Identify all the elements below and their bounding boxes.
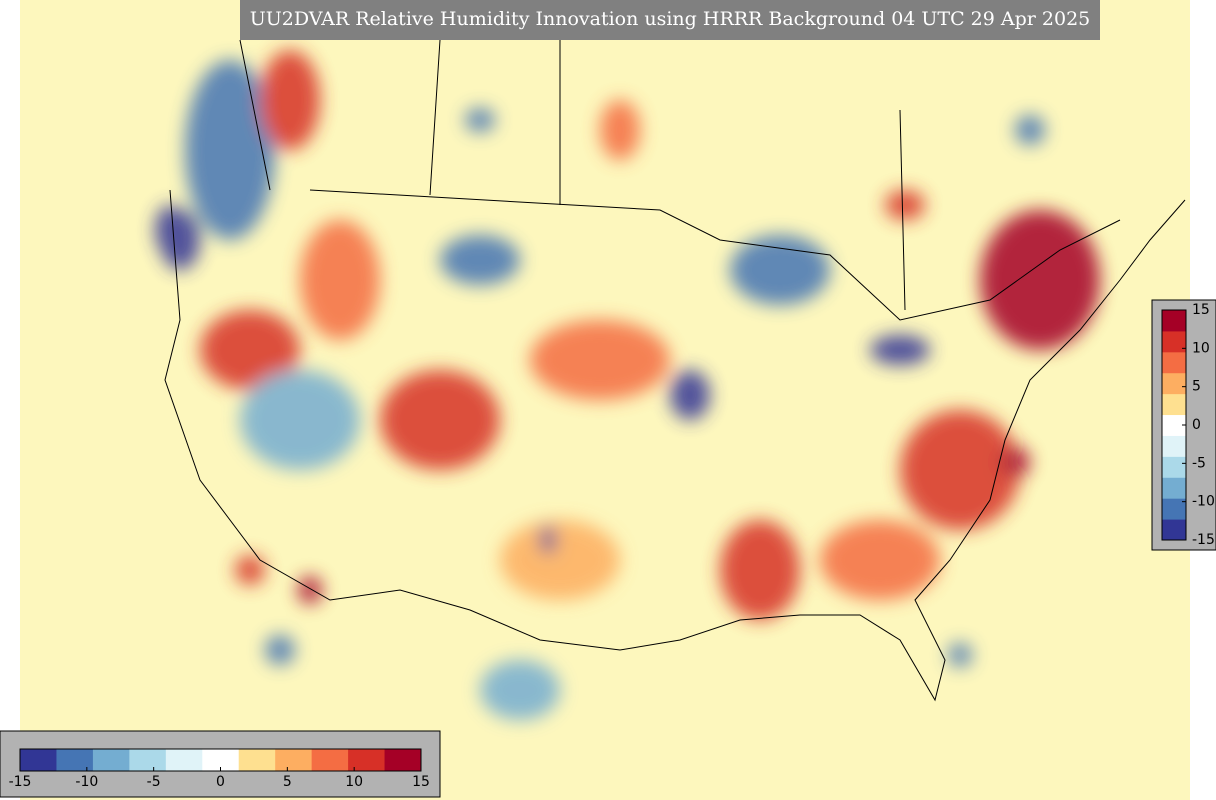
colorbar-band [1162, 477, 1186, 499]
tick-label: 0 [216, 774, 225, 790]
tick-label: -10 [75, 774, 98, 790]
colorbar-band [92, 749, 130, 771]
tick-label: 10 [345, 774, 363, 790]
colorbar-band [165, 749, 203, 771]
colorbar-band [202, 749, 240, 771]
colorbar-band [311, 749, 349, 771]
tick-label: 15 [412, 774, 430, 790]
colorbar-band [1162, 351, 1186, 374]
colorbar-band [20, 749, 57, 771]
map [20, 0, 1190, 800]
colorbar-band [348, 749, 386, 771]
boundaries [164, 39, 1186, 702]
colorbar-band [1162, 310, 1186, 332]
tick-label: 5 [1192, 379, 1201, 395]
colorbar-vertical: 15 10 5 0 -5 -10 -15 [1161, 302, 1215, 548]
colorbar-band [1162, 519, 1186, 541]
colorbar-band [129, 749, 167, 771]
tick-label: 10 [1192, 340, 1210, 356]
colorbar-band [1162, 330, 1186, 353]
tick-label: 5 [283, 774, 292, 790]
innovation-field [155, 50, 1100, 720]
tick-label: 0 [1192, 417, 1201, 433]
tick-label: -15 [9, 774, 32, 790]
colorbar-horizontal: -15 -10 -5 0 5 10 15 [9, 748, 430, 790]
colorbar-band [1162, 393, 1186, 416]
colorbar-band [238, 749, 276, 771]
colorbar-band [384, 749, 422, 771]
colorbar-band [1162, 414, 1186, 436]
colorbar-band [1162, 498, 1186, 520]
tick-label: -5 [1192, 455, 1206, 471]
colorbar-band [1162, 435, 1186, 457]
title: UU2DVAR Relative Humidity Innovation usi… [250, 8, 1091, 30]
tick-label: 15 [1192, 302, 1210, 318]
colorbar-band [56, 749, 94, 771]
tick-label: -10 [1192, 494, 1215, 510]
colorbar-band [275, 749, 313, 771]
colorbar-band [1162, 456, 1186, 478]
tick-label: -15 [1192, 532, 1215, 548]
colorbar-band [1162, 372, 1186, 395]
title-box [240, 0, 1100, 40]
tick-label: -5 [147, 774, 161, 790]
